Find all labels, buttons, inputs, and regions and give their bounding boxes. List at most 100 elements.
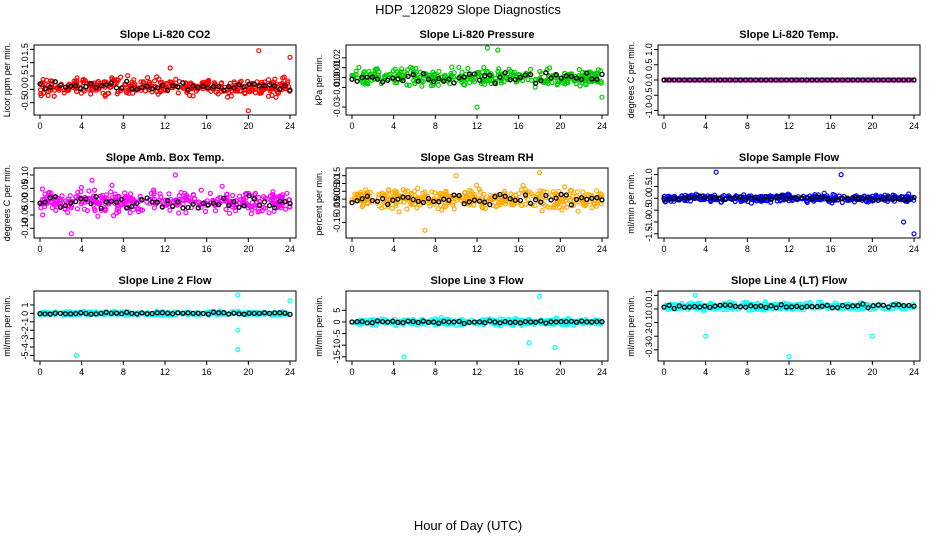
data-point [219, 183, 225, 189]
data-point [700, 308, 707, 314]
data-point [198, 187, 204, 193]
data-point [443, 193, 450, 199]
x-tick-label: 20 [555, 244, 565, 254]
reference-point [164, 197, 171, 204]
data-point [435, 82, 441, 88]
reference-point [195, 205, 201, 211]
reference-point [385, 201, 391, 207]
data-point [80, 76, 87, 83]
reference-point [430, 319, 437, 325]
panel-title: Slope Li-820 Temp. [739, 29, 838, 41]
data-point [904, 77, 910, 83]
reference-point [67, 83, 74, 89]
x-tick-label: 0 [37, 367, 42, 377]
reference-point [599, 197, 605, 203]
reference-point [512, 76, 518, 83]
reference-point [113, 310, 120, 316]
reference-point [236, 311, 242, 317]
data-point [501, 79, 507, 85]
reference-point [37, 200, 43, 206]
data-point [543, 195, 549, 201]
reference-point [691, 77, 698, 83]
x-tick-label: 16 [826, 244, 836, 254]
x-tick-label: 0 [349, 244, 354, 254]
reference-point [374, 198, 381, 204]
x-tick-label: 8 [745, 121, 750, 131]
data-point [259, 208, 265, 214]
reference-point [502, 193, 508, 200]
data-point-outlier [692, 292, 698, 298]
x-tick-label: 4 [79, 367, 84, 377]
data-point [207, 190, 213, 196]
data-point [562, 184, 568, 190]
reference-point [98, 83, 104, 89]
data-point [552, 201, 558, 208]
reference-point [885, 77, 892, 83]
data-point [863, 199, 870, 205]
reference-point [594, 318, 600, 325]
reference-point [512, 319, 518, 325]
reference-point [83, 310, 89, 317]
reference-point [875, 302, 881, 308]
data-point [109, 182, 115, 188]
reference-point [441, 196, 447, 202]
data-point [49, 205, 55, 211]
x-tick-label: 8 [433, 367, 438, 377]
data-point [361, 69, 368, 75]
data-point [545, 204, 551, 210]
reference-point [901, 197, 907, 203]
reference-point [492, 80, 498, 86]
data-point [376, 69, 382, 75]
data-point [873, 192, 879, 198]
data-point [74, 206, 81, 212]
reference-point [108, 198, 115, 205]
data-point [82, 199, 88, 205]
data-point [528, 191, 534, 197]
reference-point [707, 194, 713, 200]
data-point [598, 80, 604, 86]
reference-point [538, 77, 544, 84]
reference-point [88, 311, 94, 317]
data-point-outlier [484, 45, 490, 51]
reference-point [548, 319, 554, 325]
reference-point [451, 319, 457, 325]
reference-point [190, 83, 196, 89]
data-point [282, 206, 289, 212]
reference-point [748, 77, 754, 83]
reference-point [839, 77, 846, 83]
reference-point [824, 77, 830, 83]
reference-point [415, 319, 421, 326]
reference-point [37, 310, 43, 317]
data-point [556, 200, 562, 206]
data-point [38, 92, 44, 99]
reference-point [794, 303, 800, 309]
data-point [880, 305, 886, 312]
data-point [519, 187, 525, 193]
data-point [182, 310, 188, 316]
reference-point [686, 77, 693, 83]
data-point [369, 77, 375, 83]
data-point [66, 87, 72, 93]
reference-point [676, 303, 682, 309]
data-point [183, 210, 189, 216]
data-point [388, 71, 394, 77]
data-point [436, 68, 442, 75]
reference-point [839, 195, 846, 202]
data-point-outlier [256, 48, 262, 54]
y-tick-label: -0.03 [332, 97, 342, 118]
y-tick-label: -0.2 [644, 328, 654, 344]
reference-point [251, 310, 257, 317]
reference-point [83, 196, 89, 202]
reference-point [563, 318, 569, 325]
reference-point [681, 77, 688, 83]
reference-point [231, 310, 237, 316]
data-point [479, 76, 485, 82]
data-point [247, 88, 253, 95]
panel-title: Slope Amb. Box Temp. [106, 152, 225, 164]
reference-point [456, 318, 462, 325]
reference-point [911, 194, 917, 201]
reference-point [374, 76, 381, 82]
reference-point [722, 77, 728, 83]
reference-point [880, 196, 887, 202]
x-tick-label: 0 [349, 367, 354, 377]
